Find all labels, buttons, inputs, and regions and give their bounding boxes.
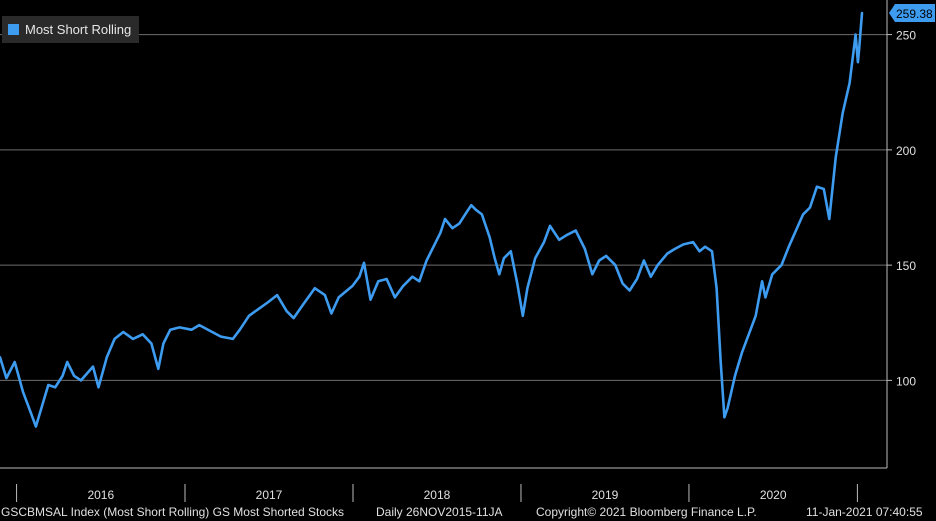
y-tick-label: 100	[896, 374, 916, 388]
footer-ticker: GSCBMSAL Index (Most Short Rolling) GS M…	[1, 505, 345, 519]
x-tick-label: 2019	[592, 488, 619, 502]
last-value-flag	[889, 3, 935, 22]
y-tick-label: 250	[896, 29, 916, 43]
legend-swatch	[8, 24, 19, 35]
footer-range: Daily 26NOV2015-11JA	[376, 505, 503, 519]
x-tick-label: 2018	[424, 488, 451, 502]
x-tick-label: 2020	[760, 488, 787, 502]
x-axis-band	[0, 468, 936, 503]
x-tick-label: 2017	[256, 488, 283, 502]
series-line	[0, 11, 864, 428]
footer-timestamp: 11-Jan-2021 07:40:55	[806, 505, 923, 519]
y-tick-label: 150	[896, 259, 916, 273]
chart-footer: GSCBMSAL Index (Most Short Rolling) GS M…	[0, 503, 936, 521]
chart-legend: Most Short Rolling	[2, 16, 140, 43]
y-tick-label: 200	[896, 144, 916, 158]
legend-label: Most Short Rolling	[25, 22, 132, 37]
footer-copyright: Copyright© 2021 Bloomberg Finance L.P.	[536, 505, 757, 519]
x-tick-label: 2016	[87, 488, 114, 502]
last-value-label: 259.38	[896, 7, 933, 21]
